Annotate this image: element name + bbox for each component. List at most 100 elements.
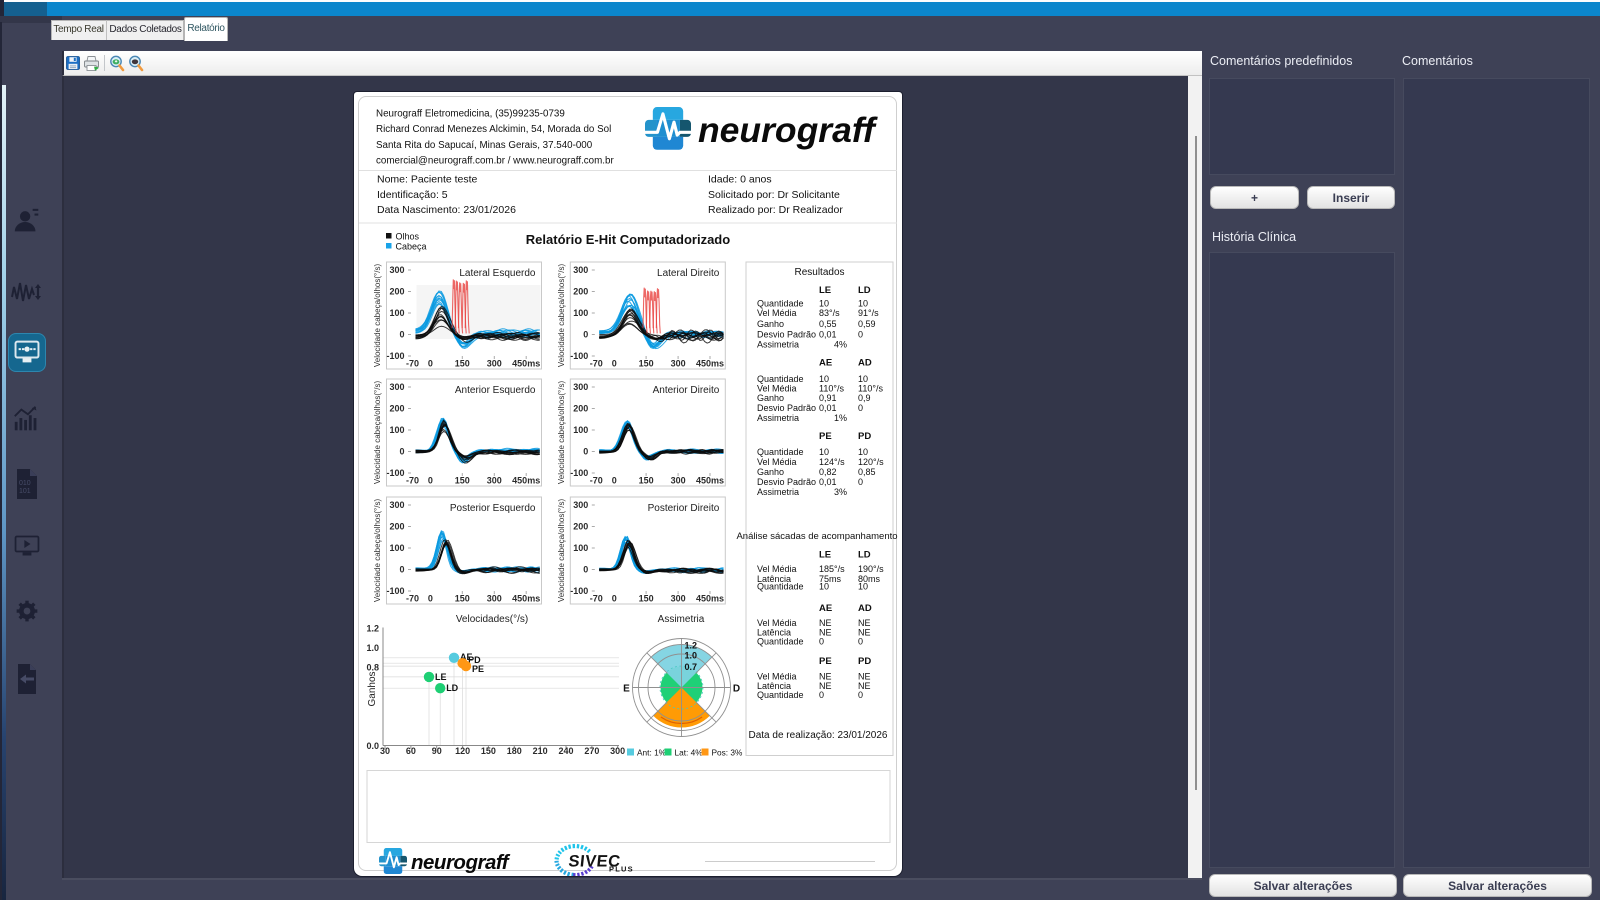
svg-text:Latência: Latência (757, 574, 791, 584)
svg-text:PD: PD (858, 431, 871, 442)
svg-text:60: 60 (406, 746, 416, 756)
svg-text:PE: PE (819, 431, 832, 442)
svg-text:Ganho: Ganho (757, 393, 784, 403)
svg-text:4%: 4% (834, 340, 847, 350)
svg-text:240: 240 (558, 746, 573, 756)
svg-text:150: 150 (455, 359, 470, 369)
svg-text:0: 0 (819, 636, 824, 646)
svg-text:Ganho: Ganho (757, 467, 784, 477)
svg-text:150: 150 (455, 476, 470, 486)
svg-text:0,01: 0,01 (819, 403, 837, 413)
svg-text:0: 0 (858, 636, 863, 646)
svg-text:3%: 3% (834, 487, 847, 497)
svg-text:LD: LD (446, 683, 458, 693)
svg-text:300: 300 (671, 359, 686, 369)
svg-text:AE: AE (819, 358, 832, 369)
svg-text:D: D (733, 684, 740, 695)
svg-text:Anterior Direito: Anterior Direito (653, 385, 720, 396)
svg-text:Quantidade: Quantidade (757, 298, 804, 308)
svg-text:Quantidade: Quantidade (757, 374, 804, 384)
svg-text:NE: NE (858, 628, 871, 638)
svg-text:10: 10 (819, 374, 829, 384)
svg-text:-70: -70 (406, 476, 419, 486)
svg-text:10: 10 (819, 447, 829, 457)
svg-text:0: 0 (583, 330, 588, 340)
svg-text:Desvio Padrão: Desvio Padrão (757, 477, 816, 487)
svg-text:300: 300 (389, 382, 404, 392)
svg-text:AE: AE (819, 603, 832, 614)
svg-text:91°/s: 91°/s (858, 308, 879, 318)
svg-text:NE: NE (819, 618, 832, 628)
svg-text:300: 300 (610, 746, 625, 756)
svg-text:0: 0 (819, 690, 824, 700)
svg-text:Ganho: Ganho (757, 319, 784, 329)
svg-text:Assimetria: Assimetria (757, 340, 799, 350)
svg-text:0: 0 (428, 594, 433, 604)
svg-text:Velocidade cabeça/olhos(°/s): Velocidade cabeça/olhos(°/s) (373, 381, 382, 485)
svg-text:100: 100 (389, 425, 404, 435)
svg-text:Quantidade: Quantidade (757, 636, 804, 646)
svg-text:10: 10 (858, 447, 868, 457)
svg-text:200: 200 (573, 287, 588, 297)
svg-text:150: 150 (639, 359, 654, 369)
svg-text:1.2: 1.2 (366, 623, 379, 633)
svg-text:Lat: 4%: Lat: 4% (675, 748, 704, 758)
svg-text:200: 200 (389, 287, 404, 297)
svg-text:-70: -70 (590, 476, 603, 486)
svg-text:LD: LD (858, 285, 871, 296)
svg-text:-70: -70 (590, 359, 603, 369)
svg-text:-70: -70 (406, 594, 419, 604)
svg-text:NE: NE (819, 681, 832, 691)
svg-text:300: 300 (487, 359, 502, 369)
svg-text:0.7: 0.7 (685, 662, 698, 672)
svg-text:270: 270 (584, 746, 599, 756)
svg-text:Quantidade: Quantidade (757, 582, 804, 592)
svg-text:Quantidade: Quantidade (757, 690, 804, 700)
svg-text:0,9: 0,9 (858, 393, 871, 403)
svg-text:-100: -100 (386, 351, 404, 361)
svg-text:AD: AD (858, 358, 872, 369)
svg-text:450ms: 450ms (696, 359, 724, 369)
svg-text:LE: LE (819, 550, 831, 561)
svg-text:010: 010 (19, 480, 31, 487)
svg-text:120: 120 (455, 746, 470, 756)
svg-text:1.2: 1.2 (685, 641, 698, 651)
svg-text:110°/s: 110°/s (819, 384, 844, 394)
svg-text:0: 0 (399, 447, 404, 457)
svg-text:Velocidade cabeça/olhos(°/s): Velocidade cabeça/olhos(°/s) (557, 381, 566, 485)
svg-text:PD: PD (468, 655, 481, 665)
svg-text:PLUS: PLUS (609, 865, 634, 874)
svg-text:10: 10 (858, 298, 868, 308)
svg-text:PE: PE (472, 664, 484, 674)
svg-text:Richard Conrad Menezes Alckimi: Richard Conrad Menezes Alckimin, 54, Mor… (376, 124, 611, 135)
svg-text:Ant: 1%: Ant: 1% (637, 748, 667, 758)
svg-text:110°/s: 110°/s (858, 384, 883, 394)
svg-text:Idade: 0 anos: Idade: 0 anos (708, 174, 772, 186)
svg-text:10: 10 (858, 582, 868, 592)
svg-text:0: 0 (858, 477, 863, 487)
svg-text:10: 10 (858, 374, 868, 384)
svg-text:10: 10 (819, 298, 829, 308)
svg-text:Velocidade cabeça/olhos(°/s): Velocidade cabeça/olhos(°/s) (557, 264, 566, 368)
svg-text:Ganhos: Ganhos (367, 671, 378, 706)
svg-text:200: 200 (573, 522, 588, 532)
svg-text:Vel Média: Vel Média (757, 308, 797, 318)
svg-text:Vel Média: Vel Média (757, 384, 797, 394)
svg-text:SIVEC: SIVEC (568, 852, 622, 871)
svg-text:Solicitado por: Dr Solicitante: Solicitado por: Dr Solicitante (708, 189, 840, 201)
svg-text:Velocidade cabeça/olhos(°/s): Velocidade cabeça/olhos(°/s) (373, 499, 382, 603)
svg-text:450ms: 450ms (512, 476, 540, 486)
svg-text:LE: LE (435, 672, 447, 682)
svg-text:100: 100 (389, 308, 404, 318)
svg-text:83°/s: 83°/s (819, 308, 840, 318)
svg-text:Realizado por: Dr Realizador: Realizado por: Dr Realizador (708, 204, 843, 216)
svg-text:Posterior Direito: Posterior Direito (648, 503, 720, 514)
svg-text:Vel Média: Vel Média (757, 671, 797, 681)
svg-text:300: 300 (573, 382, 588, 392)
svg-text:100: 100 (573, 425, 588, 435)
svg-text:-100: -100 (570, 586, 588, 596)
svg-text:0,01: 0,01 (819, 477, 837, 487)
svg-text:Desvio Padrão: Desvio Padrão (757, 403, 816, 413)
svg-text:100: 100 (389, 543, 404, 553)
svg-text:300: 300 (573, 265, 588, 275)
